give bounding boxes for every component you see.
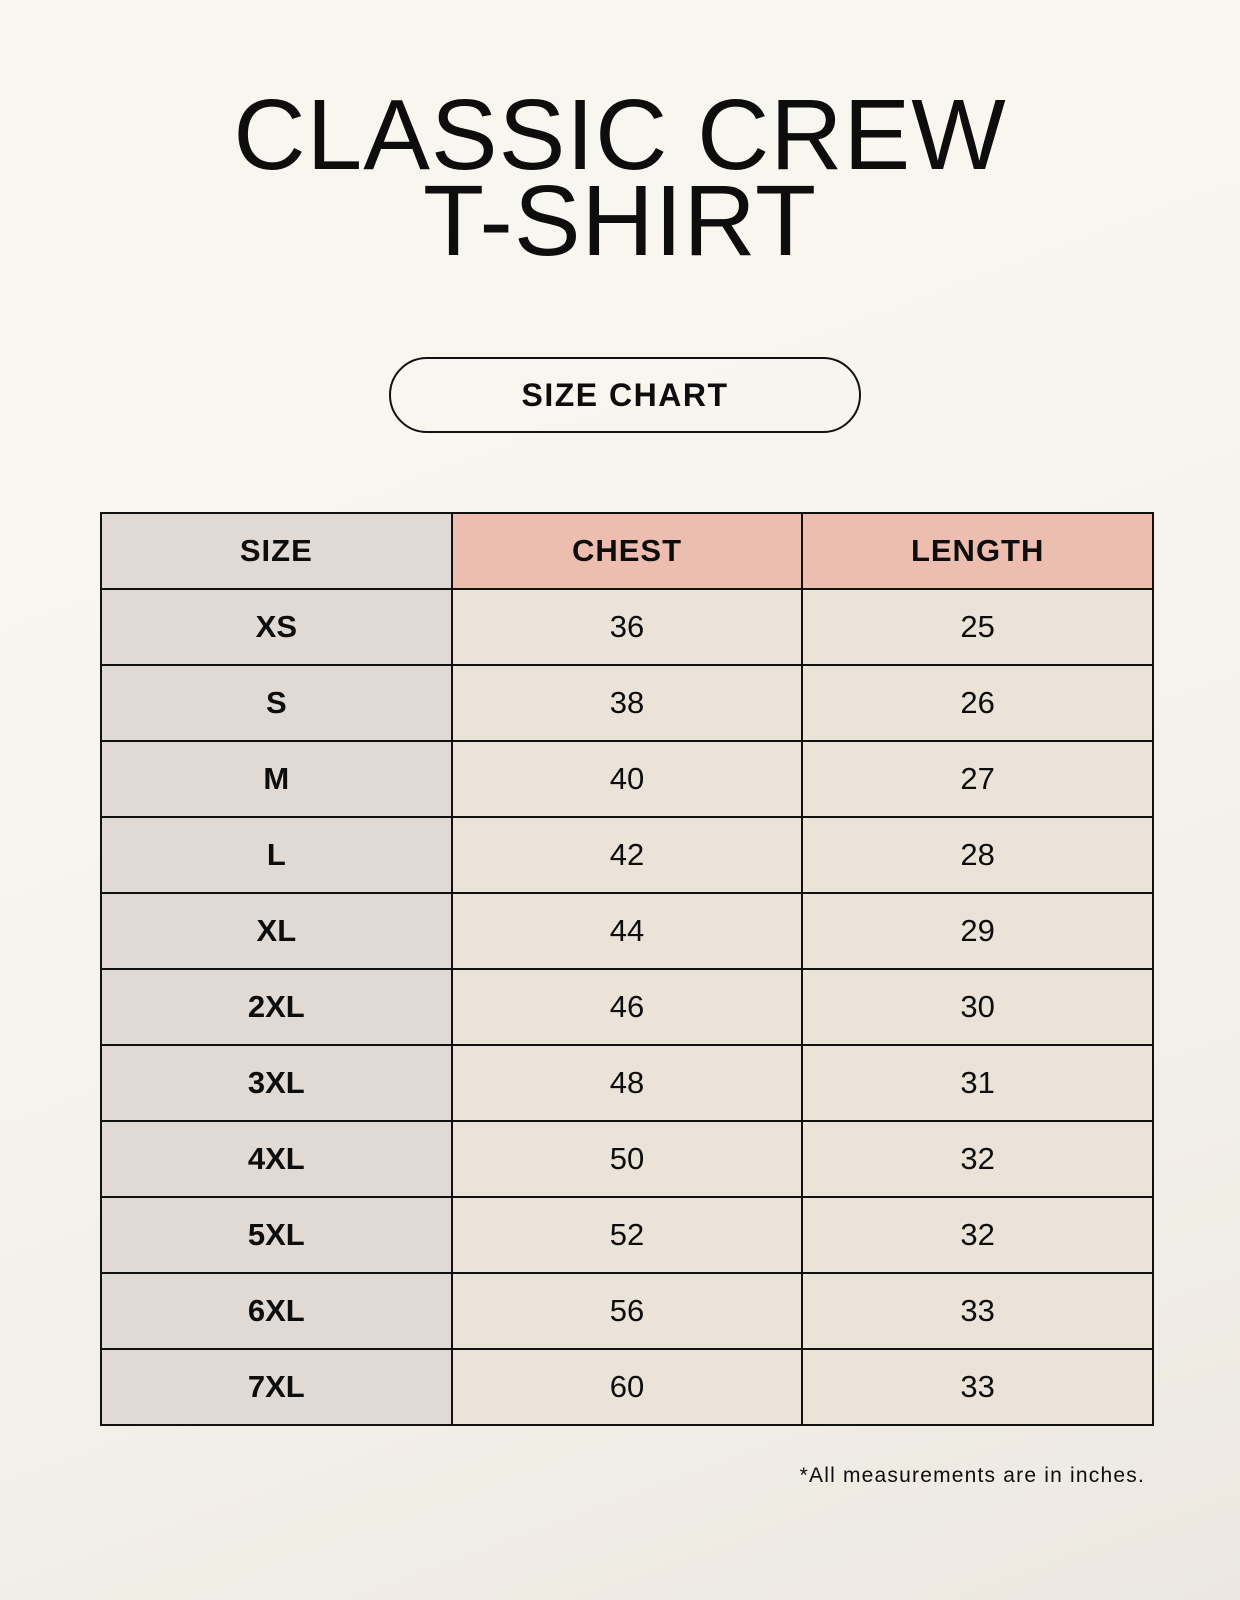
cell-size: M [100, 740, 453, 818]
cell-size: 5XL [100, 1196, 453, 1274]
size-table: SIZE CHEST LENGTH XS 36 25 S 38 26 M 40 27 L 42 28 X… [100, 512, 1154, 1426]
table-row: L 42 28 [100, 816, 1154, 894]
cell-chest: 40 [450, 740, 804, 818]
cell-chest: 44 [450, 892, 804, 970]
cell-chest: 46 [450, 968, 804, 1046]
table-row: 6XL 56 33 [100, 1272, 1154, 1350]
size-chart-badge: SIZE CHART [389, 357, 861, 433]
cell-chest: 38 [450, 664, 804, 742]
cell-length: 26 [801, 664, 1154, 742]
cell-chest: 36 [450, 588, 804, 666]
cell-size: 4XL [100, 1120, 453, 1198]
title-line-2: T-SHIRT [422, 165, 818, 277]
header-size: SIZE [100, 512, 453, 590]
cell-chest: 48 [450, 1044, 804, 1122]
table-row: 7XL 60 33 [100, 1348, 1154, 1426]
table-row: 2XL 46 30 [100, 968, 1154, 1046]
table-row: XL 44 29 [100, 892, 1154, 970]
cell-length: 33 [801, 1348, 1154, 1426]
table-row: 3XL 48 31 [100, 1044, 1154, 1122]
cell-size: 3XL [100, 1044, 453, 1122]
header-chest: CHEST [450, 512, 804, 590]
footnote: *All measurements are in inches. [799, 1464, 1145, 1487]
cell-chest: 42 [450, 816, 804, 894]
cell-length: 32 [801, 1196, 1154, 1274]
table-row: 5XL 52 32 [100, 1196, 1154, 1274]
cell-size: 2XL [100, 968, 453, 1046]
cell-length: 30 [801, 968, 1154, 1046]
cell-length: 33 [801, 1272, 1154, 1350]
table-row: M 40 27 [100, 740, 1154, 818]
cell-length: 29 [801, 892, 1154, 970]
cell-chest: 56 [450, 1272, 804, 1350]
cell-length: 28 [801, 816, 1154, 894]
cell-size: L [100, 816, 453, 894]
cell-size: 7XL [100, 1348, 453, 1426]
cell-size: XS [100, 588, 453, 666]
cell-size: XL [100, 892, 453, 970]
table-row: XS 36 25 [100, 588, 1154, 666]
cell-size: S [100, 664, 453, 742]
cell-length: 25 [801, 588, 1154, 666]
cell-chest: 52 [450, 1196, 804, 1274]
cell-chest: 60 [450, 1348, 804, 1426]
table-row: S 38 26 [100, 664, 1154, 742]
page-title: CLASSIC CREW T-SHIRT [0, 79, 1240, 277]
header-length: LENGTH [801, 512, 1154, 590]
cell-length: 31 [801, 1044, 1154, 1122]
cell-length: 27 [801, 740, 1154, 818]
cell-length: 32 [801, 1120, 1154, 1198]
cell-chest: 50 [450, 1120, 804, 1198]
title-line-1: CLASSIC CREW [233, 79, 1007, 191]
cell-size: 6XL [100, 1272, 453, 1350]
table-row: 4XL 50 32 [100, 1120, 1154, 1198]
table-header-row: SIZE CHEST LENGTH [100, 512, 1154, 590]
